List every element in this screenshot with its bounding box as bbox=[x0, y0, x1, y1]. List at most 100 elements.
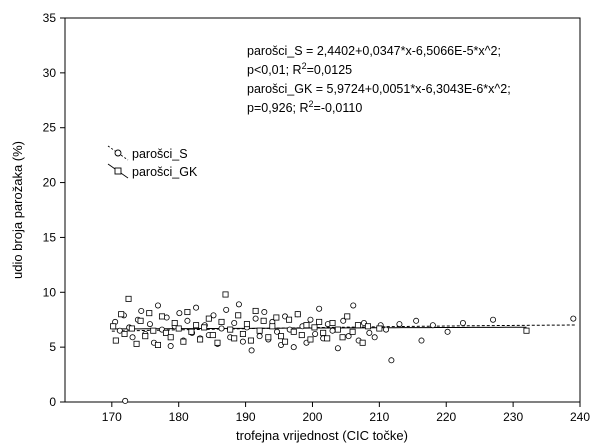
y-tick-label-5: 25 bbox=[43, 121, 57, 135]
series-0-point-67 bbox=[429, 322, 436, 329]
x-tick-label-0: 170 bbox=[102, 410, 122, 424]
series-1-point-12 bbox=[158, 313, 165, 320]
series-1-point-42 bbox=[286, 316, 293, 323]
series-1-point-57 bbox=[354, 322, 361, 329]
series-0-point-63 bbox=[388, 357, 395, 364]
series-1-point-29 bbox=[231, 335, 238, 342]
series-1-point-6 bbox=[133, 340, 140, 347]
series-1-point-43 bbox=[290, 328, 297, 335]
annotation-line-4: p=0,926; R2=-0,0110 bbox=[247, 99, 362, 115]
series-1-point-1 bbox=[112, 337, 119, 344]
series-1-point-14 bbox=[167, 334, 174, 341]
series-1-point-30 bbox=[235, 312, 242, 319]
y-axis-label: udio broja parožaka (%) bbox=[10, 141, 25, 279]
annotation-box bbox=[240, 36, 570, 140]
series-0-point-56 bbox=[350, 302, 357, 309]
series-0-point-5 bbox=[129, 334, 136, 341]
series-0-point-1 bbox=[116, 327, 123, 334]
x-axis-label: trofejna vrijednost (CIC točke) bbox=[236, 428, 408, 443]
series-0-point-64 bbox=[396, 321, 403, 328]
series-0-point-54 bbox=[340, 317, 347, 324]
series-0-point-16 bbox=[176, 310, 183, 317]
series-1-point-46 bbox=[303, 322, 310, 329]
series-parosci-gk-points bbox=[110, 291, 530, 348]
y-tick-label-2: 10 bbox=[43, 285, 57, 299]
annotation-line-2: p<0,01; R2=0,0125 bbox=[247, 61, 352, 77]
series-1-point-50 bbox=[320, 329, 327, 336]
x-tick-label-2: 190 bbox=[236, 410, 256, 424]
series-parosci-s-points bbox=[112, 301, 577, 404]
annotation-line-4-post: =-0,0110 bbox=[314, 101, 363, 115]
series-1-point-40 bbox=[278, 333, 285, 340]
series-1-point-32 bbox=[243, 321, 250, 328]
series-1-point-8 bbox=[142, 333, 149, 340]
annotation-line-4-sup: 2 bbox=[309, 99, 314, 109]
series-0-point-18 bbox=[184, 317, 191, 324]
legend-entry-parosci-gk: parošci_GK bbox=[107, 163, 198, 179]
series-1-point-38 bbox=[269, 323, 276, 330]
series-0-point-20 bbox=[193, 304, 200, 311]
series-0-point-24 bbox=[210, 312, 217, 319]
series-1-point-41 bbox=[282, 338, 289, 345]
x-tick-label-3: 200 bbox=[302, 410, 322, 424]
series-1-point-17 bbox=[180, 338, 187, 345]
x-axis: 170 180 190 200 210 220 230 240 bbox=[102, 402, 590, 424]
annotation-line-2-sup: 2 bbox=[302, 61, 307, 71]
x-tick-label-6: 230 bbox=[503, 410, 523, 424]
series-1-point-5 bbox=[128, 325, 135, 332]
series-1-point-18 bbox=[184, 309, 191, 316]
x-tick-label-5: 220 bbox=[436, 410, 456, 424]
plot-area-frame bbox=[64, 17, 581, 403]
series-0-point-11 bbox=[154, 302, 161, 309]
series-1-point-20 bbox=[193, 322, 200, 329]
annotation-line-2-pre: p<0,01; R bbox=[247, 63, 302, 77]
series-1-point-36 bbox=[260, 317, 267, 324]
series-0-point-52 bbox=[329, 327, 336, 334]
series-0-point-59 bbox=[366, 329, 373, 336]
series-0-point-62 bbox=[383, 326, 390, 333]
y-tick-label-0: 0 bbox=[49, 395, 56, 409]
series-1-point-56 bbox=[349, 328, 356, 335]
series-1-point-34 bbox=[252, 307, 259, 314]
regression-annotation: parošci_S = 2,4402+0,0347*x-6,5066E-5*x^… bbox=[240, 36, 570, 140]
series-1-point-49 bbox=[316, 318, 323, 325]
series-0-point-33 bbox=[248, 347, 255, 354]
annotation-line-2-post: =0,0125 bbox=[307, 63, 353, 77]
series-1-point-52 bbox=[329, 320, 336, 327]
series-0-point-36 bbox=[261, 309, 268, 316]
annotation-line-3: parošci_GK = 5,9724+0,0051*x-6,3043E-6*x… bbox=[247, 82, 511, 96]
series-1-point-10 bbox=[150, 327, 157, 334]
legend-marker-parosci-s bbox=[114, 149, 122, 157]
annotation-line-1: parošci_S = 2,4402+0,0347*x-6,5066E-5*x^… bbox=[247, 44, 501, 58]
series-1-point-22 bbox=[201, 324, 208, 331]
y-tick-label-7: 35 bbox=[43, 11, 57, 25]
legend: parošci_S parošci_GK bbox=[107, 145, 198, 179]
series-1-point-44 bbox=[294, 311, 301, 318]
series-0-point-29 bbox=[231, 320, 238, 327]
series-1-point-53 bbox=[334, 326, 341, 333]
series-1-point-47 bbox=[307, 336, 314, 343]
legend-entry-parosci-s: parošci_S bbox=[107, 145, 188, 161]
series-0-point-70 bbox=[490, 316, 497, 323]
series-0-point-68 bbox=[444, 328, 451, 335]
series-1-point-26 bbox=[218, 318, 225, 325]
series-1-point-9 bbox=[146, 310, 153, 317]
series-0-point-69 bbox=[459, 320, 466, 327]
annotation-line-4-pre: p=0,926; R bbox=[247, 101, 309, 115]
series-1-point-7 bbox=[137, 317, 144, 324]
series-1-point-3 bbox=[121, 330, 128, 337]
series-0-point-65 bbox=[413, 317, 420, 324]
series-1-point-4 bbox=[125, 295, 132, 302]
series-0-point-31 bbox=[239, 338, 246, 345]
series-0-point-60 bbox=[371, 334, 378, 341]
series-0-point-34 bbox=[252, 315, 259, 322]
series-1-point-2 bbox=[118, 311, 125, 318]
series-1-point-51 bbox=[324, 335, 331, 342]
series-1-point-55 bbox=[344, 313, 351, 320]
series-1-point-31 bbox=[239, 330, 246, 337]
series-1-point-19 bbox=[188, 328, 195, 335]
series-0-point-43 bbox=[290, 344, 297, 351]
y-tick-label-1: 5 bbox=[49, 340, 56, 354]
series-1-point-23 bbox=[205, 315, 212, 322]
